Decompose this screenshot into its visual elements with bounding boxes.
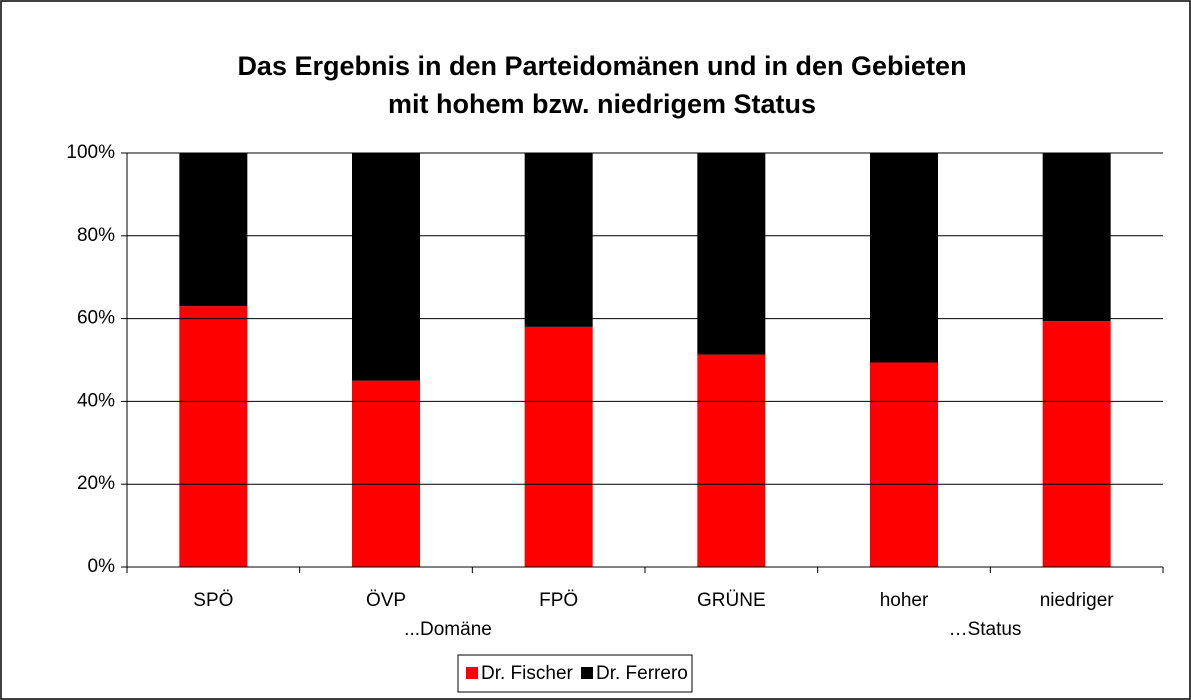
chart-title: Das Ergebnis in den Parteidomänen und in…	[237, 51, 966, 81]
chart-title: mit hohem bzw. niedrigem Status	[388, 89, 816, 119]
group-label: ...Domäne	[404, 619, 492, 640]
bar-segment	[870, 153, 938, 363]
bar-segment	[524, 326, 593, 567]
bar-segment	[1042, 153, 1111, 322]
legend-swatch	[581, 667, 593, 679]
legend-label: Dr. Ferrero	[596, 663, 688, 684]
y-tick-label: 80%	[77, 225, 115, 246]
x-tick-label: FPÖ	[539, 590, 578, 611]
bar-segment	[697, 354, 766, 567]
x-tick-label: hoher	[880, 590, 929, 611]
x-tick-label: SPÖ	[193, 590, 233, 611]
bar-segment	[697, 153, 766, 355]
bar-segment	[179, 153, 248, 307]
bar-segment	[352, 380, 420, 567]
y-tick-label: 100%	[66, 142, 115, 163]
legend-label: Dr. Fischer	[481, 663, 574, 684]
bar-segment	[1042, 321, 1111, 567]
y-tick-label: 60%	[77, 308, 115, 329]
bar-segment	[870, 362, 938, 567]
legend-swatch	[466, 667, 478, 679]
x-tick-label: niedriger	[1040, 590, 1115, 611]
x-tick-label: ÖVP	[366, 590, 406, 611]
bar-segment	[179, 306, 248, 567]
x-tick-label: GRÜNE	[697, 590, 766, 611]
bar-segment	[352, 153, 420, 381]
y-tick-label: 40%	[77, 390, 115, 411]
y-tick-label: 0%	[88, 556, 116, 577]
group-label: …Status	[949, 619, 1022, 640]
legend	[457, 654, 693, 693]
bar-segment	[524, 153, 593, 327]
y-tick-label: 20%	[77, 473, 115, 494]
